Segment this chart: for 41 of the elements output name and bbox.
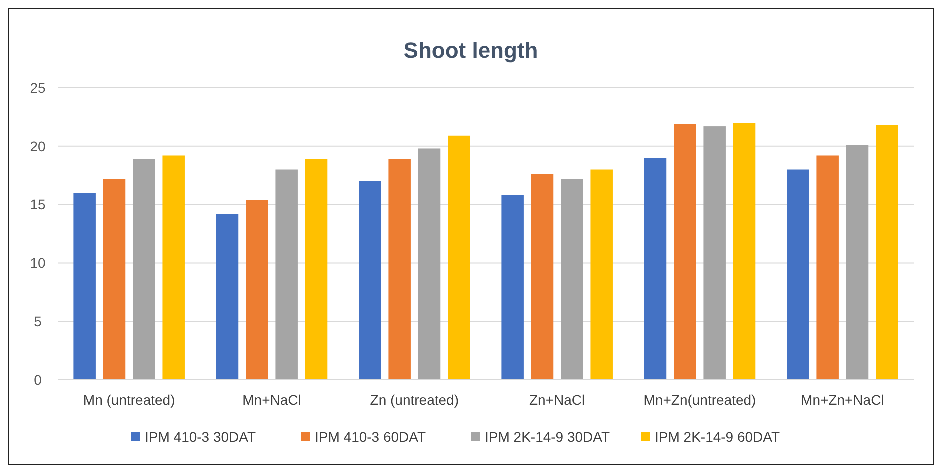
bar — [103, 179, 126, 380]
bar — [216, 214, 239, 380]
legend-label: IPM 410-3 30DAT — [145, 428, 256, 445]
bar — [876, 125, 898, 380]
y-tick-label: 0 — [34, 372, 42, 388]
bar — [561, 179, 584, 380]
bar — [787, 170, 810, 380]
bar — [816, 156, 839, 380]
bar — [704, 126, 726, 380]
chart-title: Shoot length — [404, 38, 538, 63]
y-tick-label: 15 — [30, 196, 46, 213]
bar — [502, 195, 524, 380]
legend-label: IPM 410-3 60DAT — [315, 428, 426, 445]
bar — [674, 124, 696, 380]
bar — [305, 159, 328, 380]
bar — [448, 136, 470, 380]
x-tick-label: Mn+NaCl — [242, 392, 302, 408]
y-tick-label: 25 — [30, 80, 46, 96]
x-tick-label: Mn (untreated) — [83, 392, 176, 408]
bar — [276, 170, 298, 380]
bar — [590, 170, 613, 380]
bar — [418, 148, 441, 380]
bar — [733, 123, 756, 380]
bar — [359, 181, 382, 380]
bar — [644, 158, 667, 380]
x-tick-label: Mn+Zn(untreated) — [644, 392, 756, 408]
bar — [133, 159, 156, 380]
legend-label: IPM 2K-14-9 30DAT — [485, 428, 610, 445]
x-tick-label: Mn+Zn+NaCl — [801, 392, 884, 408]
bar — [246, 200, 268, 380]
y-tick-label: 10 — [30, 255, 46, 272]
y-tick-label: 5 — [34, 314, 42, 330]
x-tick-label: Zn+NaCl — [530, 392, 586, 408]
legend-label: IPM 2K-14-9 60DAT — [655, 428, 780, 445]
bar — [162, 156, 185, 380]
bar — [74, 193, 96, 380]
x-tick-label: Zn (untreated) — [370, 392, 460, 408]
bar — [388, 159, 411, 380]
bar — [846, 145, 869, 380]
y-tick-label: 20 — [30, 138, 46, 154]
bar — [531, 174, 554, 380]
